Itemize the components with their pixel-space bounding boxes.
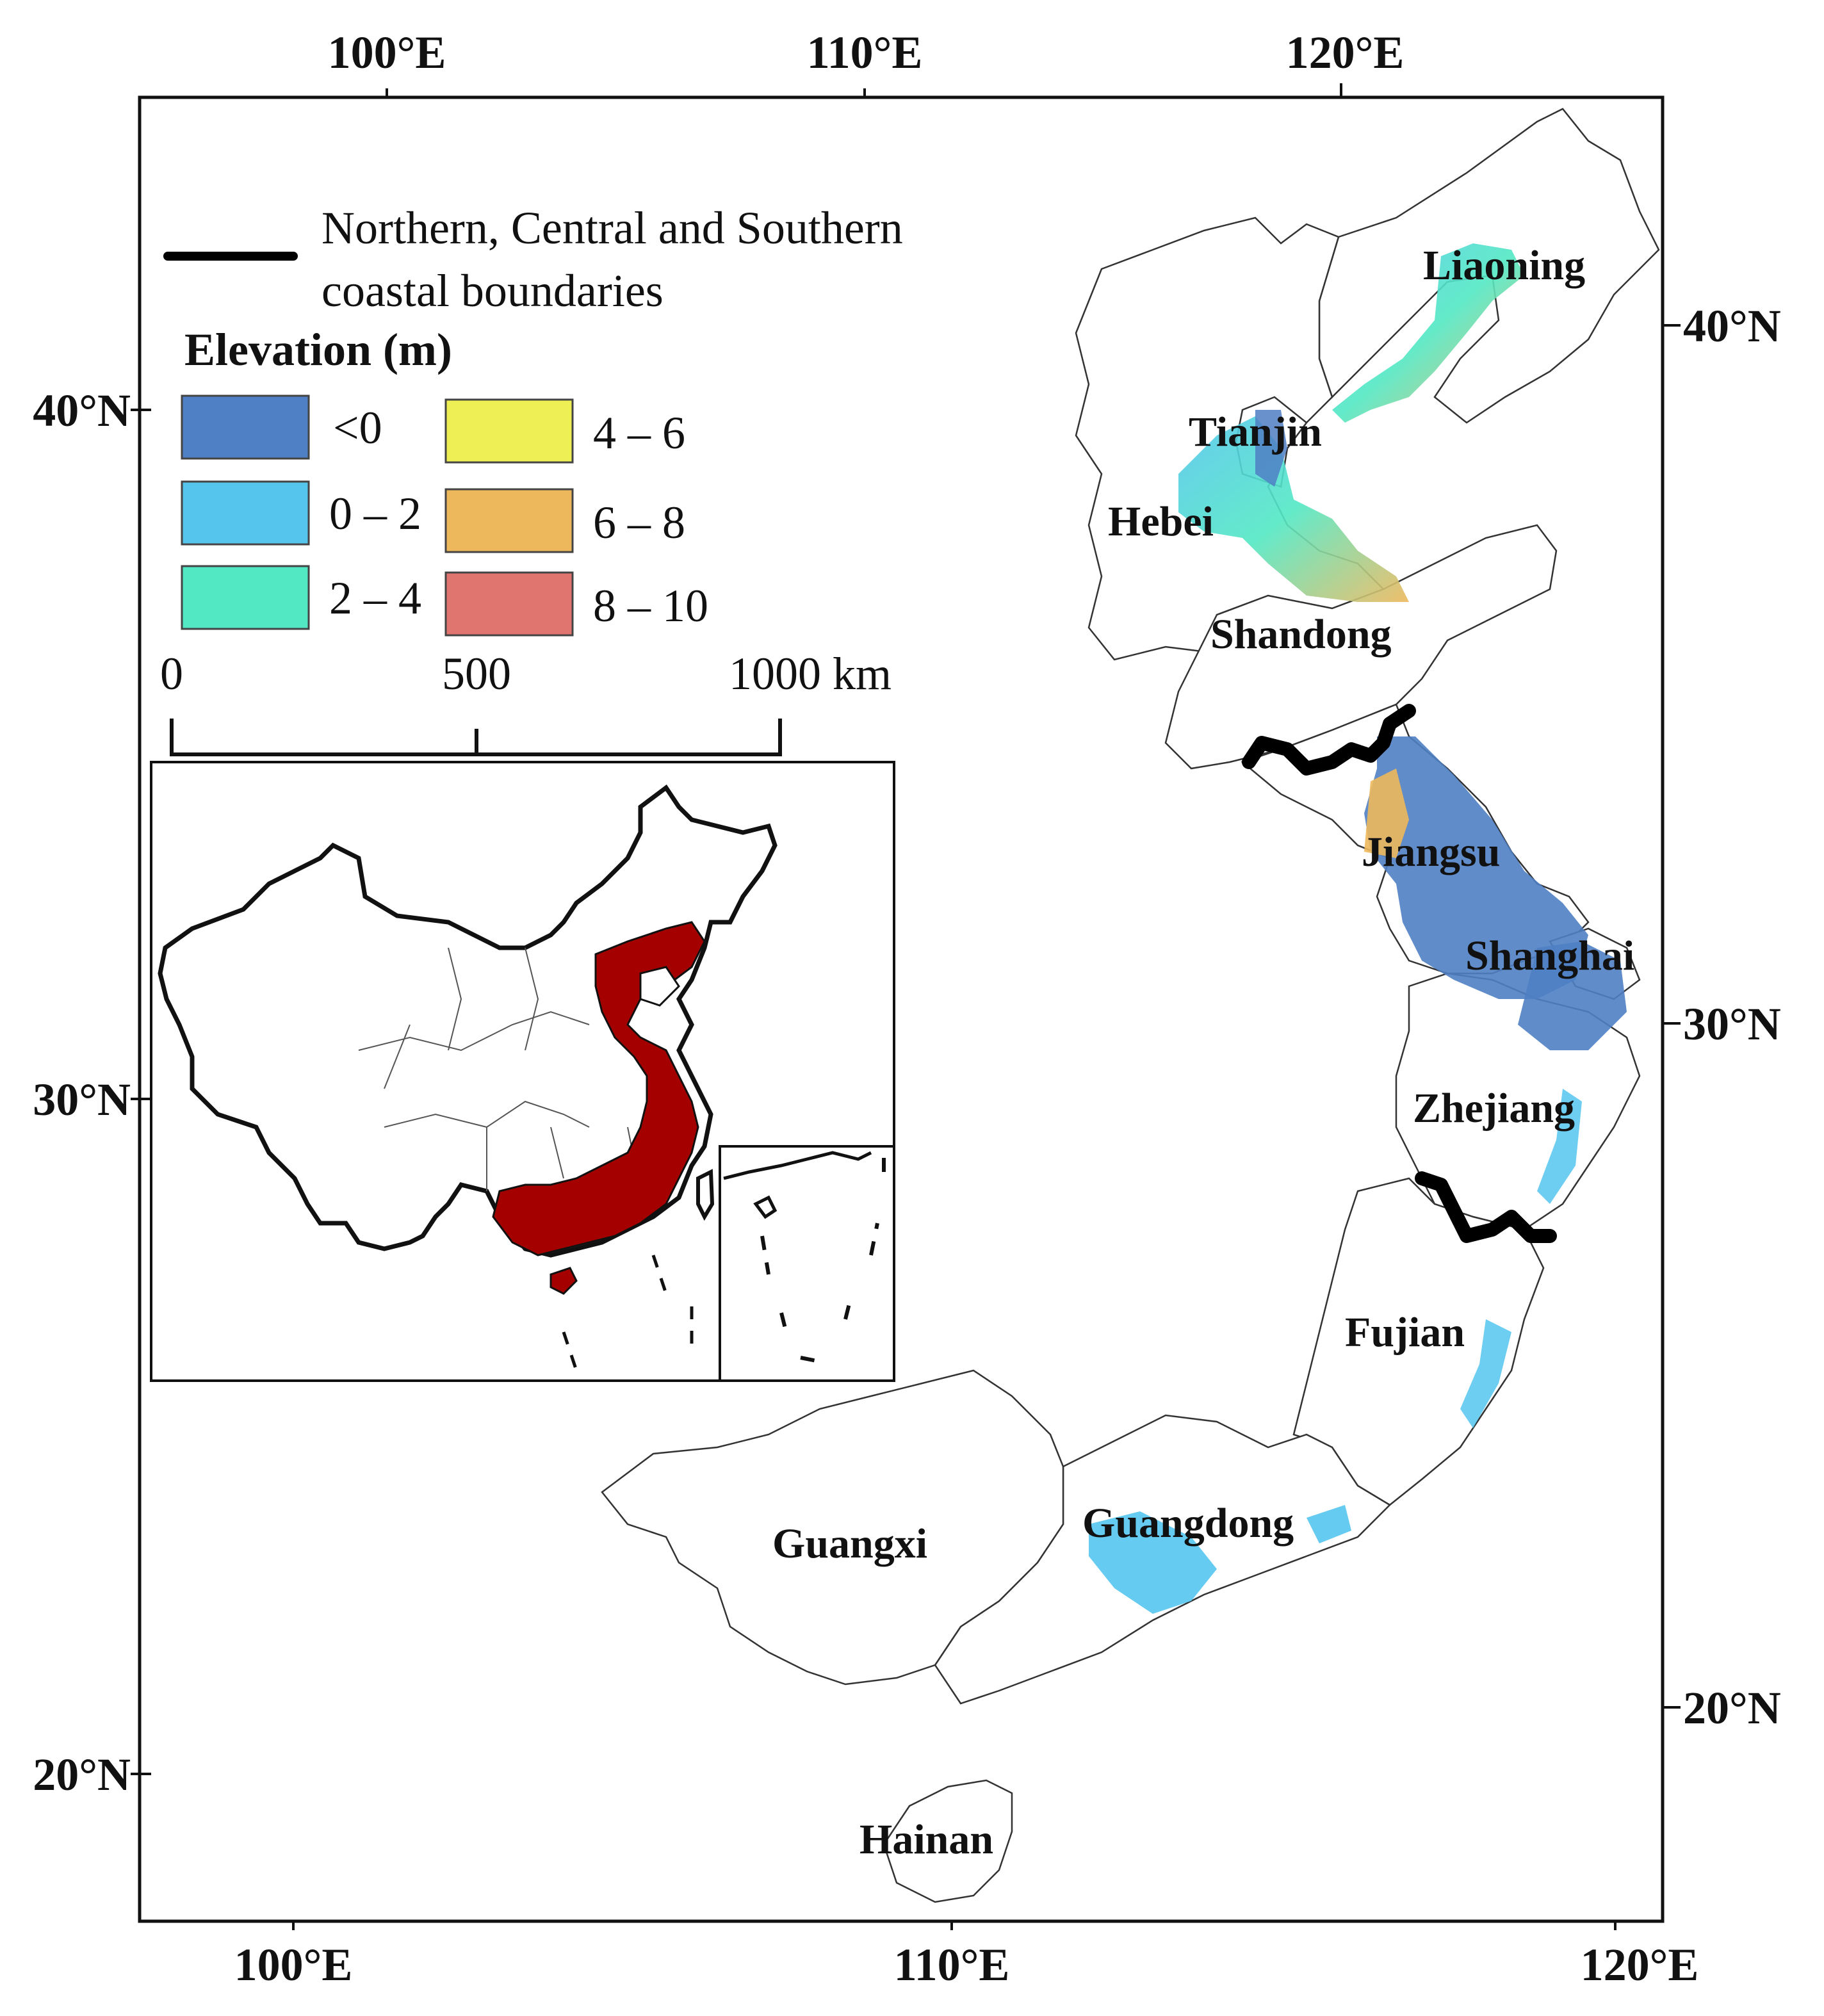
legend-boundary-label-line1: Northern, Central and Southern bbox=[322, 202, 903, 254]
coastal-boundaries bbox=[1242, 704, 1557, 1243]
elev-jiangsu bbox=[1364, 736, 1588, 999]
label-zhejiang: Zhejiang bbox=[1413, 1085, 1575, 1132]
north-central-boundary bbox=[1242, 704, 1416, 776]
province-hainan bbox=[883, 1779, 1013, 1903]
right-tick-30n: 30°N bbox=[1683, 998, 1781, 1050]
province-shandong bbox=[1164, 524, 1558, 770]
inset-sea-border bbox=[562, 1255, 694, 1371]
label-jiangsu: Jiangsu bbox=[1362, 829, 1500, 875]
right-tick-40n: 40°N bbox=[1683, 300, 1781, 352]
legend-label-2-4: 2 – 4 bbox=[329, 573, 421, 624]
legend-swatch-0-2 bbox=[181, 480, 310, 546]
legend: Northern, Central and Southern coastal b… bbox=[163, 202, 903, 637]
elevation-overlay bbox=[1089, 243, 1627, 1614]
central-south-boundary bbox=[1415, 1171, 1557, 1243]
scale-bar: 0 500 1000 km bbox=[160, 648, 892, 756]
inset-scs-coast bbox=[723, 1151, 872, 1180]
province-guangxi bbox=[601, 1369, 1064, 1686]
bottom-tick-120e: 120°E bbox=[1581, 1939, 1699, 1990]
top-tick-100e: 100°E bbox=[328, 27, 446, 78]
top-lon-axis: 100°E 110°E 120°E bbox=[328, 27, 1405, 97]
legend-elevation-title: Elevation (m) bbox=[184, 324, 452, 375]
elev-shanghai bbox=[1518, 941, 1627, 1050]
legend-swatch-2-4 bbox=[181, 565, 310, 630]
legend-swatch-4-6 bbox=[444, 398, 574, 464]
left-tick-20n: 20°N bbox=[33, 1749, 131, 1800]
right-lat-axis: 40°N 30°N 20°N bbox=[1663, 300, 1781, 1734]
elev-guangdong-prd bbox=[1089, 1511, 1217, 1614]
inset-internal-boundaries bbox=[358, 947, 641, 1192]
elev-hebei-tianjin bbox=[1178, 416, 1409, 602]
right-tick-20n: 20°N bbox=[1683, 1682, 1781, 1734]
inset-hainan bbox=[550, 1267, 578, 1295]
inset-taiwan bbox=[696, 1169, 715, 1221]
bottom-tick-100e: 100°E bbox=[234, 1939, 353, 1990]
legend-label-6-8: 6 – 8 bbox=[593, 497, 685, 548]
legend-swatch-8-10 bbox=[444, 571, 574, 637]
scale-label-0: 0 bbox=[160, 648, 183, 699]
elev-liaoning bbox=[1332, 243, 1524, 423]
label-hebei: Hebei bbox=[1108, 498, 1214, 545]
legend-swatch-6-8 bbox=[444, 488, 574, 553]
inset-bohai-sea bbox=[639, 966, 680, 1007]
scale-bar-line bbox=[170, 719, 782, 756]
legend-label-4-6: 4 – 6 bbox=[593, 407, 685, 459]
inset-scs-hainan bbox=[753, 1195, 778, 1219]
label-tianjin: Tianjin bbox=[1189, 409, 1322, 455]
left-lat-axis: 40°N 30°N 20°N bbox=[33, 385, 151, 1800]
legend-boundary-label-line2: coastal boundaries bbox=[322, 265, 664, 316]
label-guangxi: Guangxi bbox=[772, 1520, 927, 1567]
legend-label-0-2: 0 – 2 bbox=[329, 488, 421, 539]
top-tick-120e: 120°E bbox=[1286, 27, 1405, 78]
label-shandong: Shandong bbox=[1210, 611, 1392, 658]
bottom-lon-axis: 100°E 110°E 120°E bbox=[234, 1921, 1699, 1990]
inset-scs-nine-dash bbox=[760, 1153, 886, 1363]
elev-tianjin-core bbox=[1255, 410, 1287, 487]
left-tick-30n: 30°N bbox=[33, 1074, 131, 1125]
label-fujian: Fujian bbox=[1345, 1309, 1465, 1356]
elev-jiangsu-west bbox=[1364, 768, 1409, 858]
inset-china-outline bbox=[158, 784, 778, 1258]
elev-zhejiang-coast bbox=[1537, 1089, 1582, 1204]
elev-guangdong-east bbox=[1307, 1505, 1351, 1543]
label-guangdong: Guangdong bbox=[1082, 1500, 1294, 1547]
inset-south-china-sea-frame bbox=[719, 1145, 895, 1382]
left-tick-40n: 40°N bbox=[33, 385, 131, 436]
province-labels: Liaoning Tianjin Hebei Shandong Jiangsu … bbox=[772, 242, 1634, 1863]
bottom-tick-110e: 110°E bbox=[894, 1939, 1010, 1990]
legend-label-lt0: <0 bbox=[333, 402, 382, 453]
elev-fujian-coast bbox=[1460, 1319, 1511, 1428]
province-fujian bbox=[1292, 1177, 1545, 1506]
scale-label-1000: 1000 km bbox=[729, 648, 892, 699]
label-liaoning: Liaoning bbox=[1423, 242, 1585, 289]
label-shanghai: Shanghai bbox=[1465, 932, 1634, 979]
label-hainan: Hainan bbox=[859, 1816, 993, 1863]
legend-swatch-lt0 bbox=[181, 394, 310, 460]
legend-label-8-10: 8 – 10 bbox=[593, 580, 708, 631]
scale-label-500: 500 bbox=[442, 648, 511, 699]
inset-map bbox=[150, 761, 895, 1382]
top-tick-110e: 110°E bbox=[807, 27, 923, 78]
